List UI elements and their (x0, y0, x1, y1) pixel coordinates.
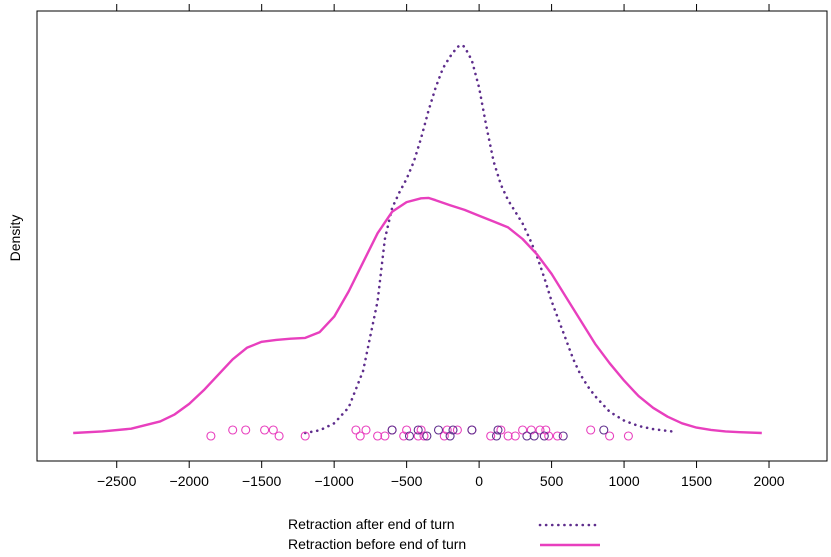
x-tick-label: 500 (540, 473, 564, 489)
x-tick-label: −500 (391, 473, 423, 489)
rug-point-after (599, 425, 609, 435)
plot-frame (36, 10, 828, 462)
x-tick-label: −1000 (314, 473, 354, 489)
rug-point-before (228, 425, 238, 435)
legend-label-before: Retraction before end of turn (288, 536, 466, 552)
rug-point-before (274, 431, 284, 441)
top-axis-ticks (116, 4, 770, 11)
rug-point-before (526, 425, 536, 435)
x-tick-label: 2000 (753, 473, 784, 489)
rug-point-before (623, 431, 633, 441)
rug-point-after (558, 431, 568, 441)
rug-point-after (493, 425, 503, 435)
rug-point-before (260, 425, 270, 435)
curve-before-end-of-turn (73, 196, 762, 435)
rug-point-before (486, 431, 496, 441)
rug-point-after (445, 431, 455, 441)
rug-point-before (419, 431, 429, 441)
rug-point-after (413, 425, 423, 435)
rug-point-before (544, 431, 554, 441)
rug-point-after (529, 431, 539, 441)
x-tick-label: −1500 (242, 473, 282, 489)
legend-label-after: Retraction after end of turn (288, 516, 455, 532)
rug-point-before (541, 425, 551, 435)
rug-point-before (416, 425, 426, 435)
rug-point-before (503, 431, 513, 441)
rug-point-before (300, 431, 310, 441)
rug-point-before (402, 425, 412, 435)
x-tick-label: 1500 (681, 473, 712, 489)
rug-point-after (433, 425, 444, 435)
legend: Retraction after end of turn Retraction … (288, 516, 602, 552)
rug-point-before (535, 425, 545, 435)
rug-point-before (373, 431, 383, 441)
rug-point-before (241, 425, 251, 435)
rug-point-before (586, 425, 596, 435)
rug-point-before (355, 431, 365, 441)
rug-point-after (522, 431, 532, 441)
rug-point-before (413, 431, 423, 441)
curve-after-end-of-turn (303, 43, 677, 435)
rug-point-after (387, 425, 397, 435)
rug-point-after (448, 425, 458, 435)
rug-point-before (206, 431, 216, 441)
rug-point-after (491, 431, 502, 441)
rug-point-before (351, 425, 361, 435)
x-tick-label: −2000 (170, 473, 210, 489)
rug-points (206, 425, 633, 441)
rug-point-before (552, 431, 562, 441)
rug-point-after (422, 431, 432, 441)
rug-point-after (539, 431, 549, 441)
rug-point-before (268, 425, 278, 435)
x-tick-label: 0 (475, 473, 483, 489)
bottom-axis-ticks (116, 461, 770, 468)
x-tick-label: 1000 (608, 473, 639, 489)
rug-point-before (439, 431, 449, 441)
rug-point-after (467, 425, 477, 435)
rug-point-before (510, 431, 520, 441)
rug-point-after (404, 431, 415, 441)
rug-point-before (361, 425, 371, 435)
rug-point-before (605, 431, 615, 441)
x-tick-label: −2500 (97, 473, 137, 489)
y-axis-label: Density (7, 215, 23, 262)
rug-point-before (518, 425, 528, 435)
rug-point-before (442, 425, 452, 435)
density-curves (73, 43, 762, 435)
rug-point-before (399, 431, 409, 441)
rug-point-before (452, 425, 462, 435)
x-tick-labels: −2500 −2000 −1500 −1000 −500 0 500 1000 1500 2000 (97, 473, 785, 489)
rug-point-before (380, 431, 390, 441)
rug-point-before (496, 425, 506, 435)
